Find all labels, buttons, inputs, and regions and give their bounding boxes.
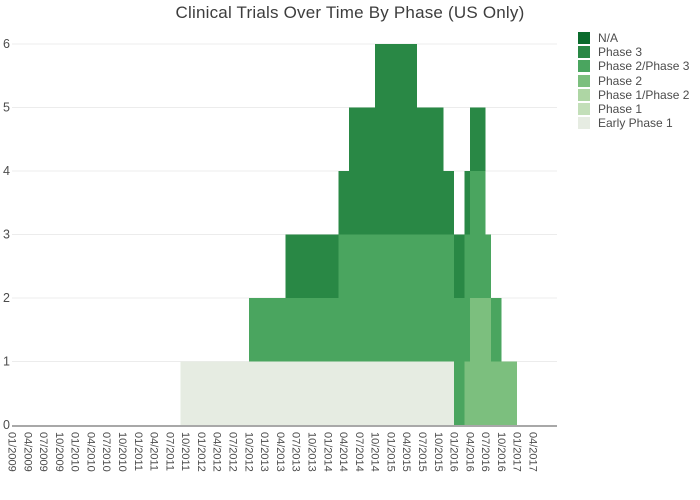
x-tick-label: 04/2010 — [84, 432, 96, 472]
legend-swatch — [578, 32, 590, 45]
legend-item-phase-1[interactable]: Phase 1 — [578, 102, 689, 116]
y-tick-label: 0 — [3, 418, 10, 432]
legend-item-phase-3[interactable]: Phase 3 — [578, 45, 689, 59]
x-tick-label: 04/2013 — [274, 432, 286, 472]
area-segment[interactable] — [375, 44, 418, 235]
x-tick-label: 04/2017 — [526, 432, 538, 472]
x-tick-label: 01/2015 — [384, 432, 396, 472]
legend-item-n-a[interactable]: N/A — [578, 31, 689, 45]
area-segment[interactable] — [464, 234, 470, 362]
legend-swatch — [578, 103, 590, 116]
x-tick-label: 10/2014 — [369, 432, 381, 472]
y-tick-label: 4 — [3, 164, 10, 178]
x-tick-label: 07/2015 — [416, 432, 428, 472]
x-tick-label: 07/2011 — [163, 432, 175, 471]
legend-label: Phase 1 — [598, 102, 643, 117]
legend-swatch — [578, 117, 590, 130]
legend-swatch — [578, 74, 590, 87]
legend-label: Phase 3 — [598, 45, 643, 60]
y-tick-label: 5 — [3, 101, 10, 115]
legend-label: Early Phase 1 — [598, 116, 673, 131]
x-tick-label: 04/2016 — [463, 432, 475, 472]
area-segment[interactable] — [469, 171, 486, 298]
chart-title: Clinical Trials Over Time By Phase (US O… — [175, 3, 525, 22]
x-tick-label: 10/2010 — [116, 432, 128, 472]
x-tick-label: 10/2015 — [432, 432, 444, 472]
legend-item-phase-2[interactable]: Phase 2 — [578, 74, 689, 88]
y-tick-label: 3 — [3, 228, 10, 242]
area-segment[interactable] — [180, 361, 455, 426]
x-tick-label: 10/2011 — [179, 432, 191, 471]
area-segment[interactable] — [464, 171, 470, 235]
x-tick-label: 01/2010 — [69, 432, 81, 472]
area-segment[interactable] — [443, 171, 455, 235]
x-tick-label: 07/2009 — [37, 432, 49, 472]
x-tick-label: 04/2015 — [400, 432, 412, 472]
x-tick-label: 04/2014 — [337, 432, 349, 472]
area-segment[interactable] — [338, 234, 455, 362]
x-tick-label: 01/2017 — [511, 432, 523, 472]
area-segment[interactable] — [469, 107, 486, 172]
x-tick-label: 10/2009 — [53, 432, 65, 472]
legend-label: N/A — [598, 31, 619, 46]
area-segment[interactable] — [464, 361, 470, 426]
area-segment[interactable] — [454, 298, 465, 425]
area-segment[interactable] — [485, 234, 491, 299]
x-tick-label: 04/2009 — [21, 432, 33, 472]
area-segment[interactable] — [248, 298, 339, 362]
x-tick-label: 01/2014 — [321, 432, 333, 472]
y-tick-label: 6 — [3, 37, 10, 51]
x-tick-label: 07/2013 — [290, 432, 302, 472]
legend-swatch — [578, 88, 590, 101]
area-segment[interactable] — [338, 171, 349, 235]
area-segment[interactable] — [417, 107, 444, 235]
x-tick-label: 07/2016 — [479, 432, 491, 472]
x-tick-label: 01/2013 — [258, 432, 270, 472]
legend-label: Phase 1/Phase 2 — [598, 87, 690, 102]
legend-swatch — [578, 46, 590, 59]
x-tick-label: 04/2011 — [148, 432, 160, 471]
area-segment[interactable] — [454, 234, 465, 299]
area-segment[interactable] — [469, 298, 491, 425]
x-tick-label: 07/2010 — [100, 432, 112, 472]
area-segment[interactable] — [348, 107, 376, 235]
x-tick-label: 01/2016 — [448, 432, 460, 472]
area-segment[interactable] — [490, 298, 502, 362]
x-tick-label: 07/2012 — [227, 432, 239, 472]
x-tick-label: 04/2012 — [211, 432, 223, 472]
x-tick-label: 01/2012 — [195, 432, 207, 472]
y-tick-label: 1 — [3, 355, 10, 369]
legend-item-phase-2-phase-3[interactable]: Phase 2/Phase 3 — [578, 59, 689, 73]
x-tick-label: 10/2012 — [242, 432, 254, 472]
legend: N/A Phase 3 Phase 2/Phase 3 Phase 2 Phase 1/… — [578, 31, 689, 130]
x-tick-label: 10/2016 — [495, 432, 507, 472]
y-tick-label: 2 — [3, 291, 10, 305]
legend-label: Phase 2/Phase 3 — [598, 59, 690, 74]
legend-label: Phase 2 — [598, 73, 643, 88]
area-segment[interactable] — [490, 361, 518, 426]
legend-item-early-phase-1[interactable]: Early Phase 1 — [578, 116, 689, 130]
x-tick-label: 07/2014 — [353, 432, 365, 472]
area-segment[interactable] — [285, 234, 339, 299]
x-tick-label: 01/2011 — [132, 432, 144, 471]
x-tick-label: 10/2013 — [305, 432, 317, 472]
legend-swatch — [578, 60, 590, 73]
x-tick-label: 01/2009 — [6, 432, 18, 472]
legend-item-phase-1-phase-2[interactable]: Phase 1/Phase 2 — [578, 88, 689, 102]
